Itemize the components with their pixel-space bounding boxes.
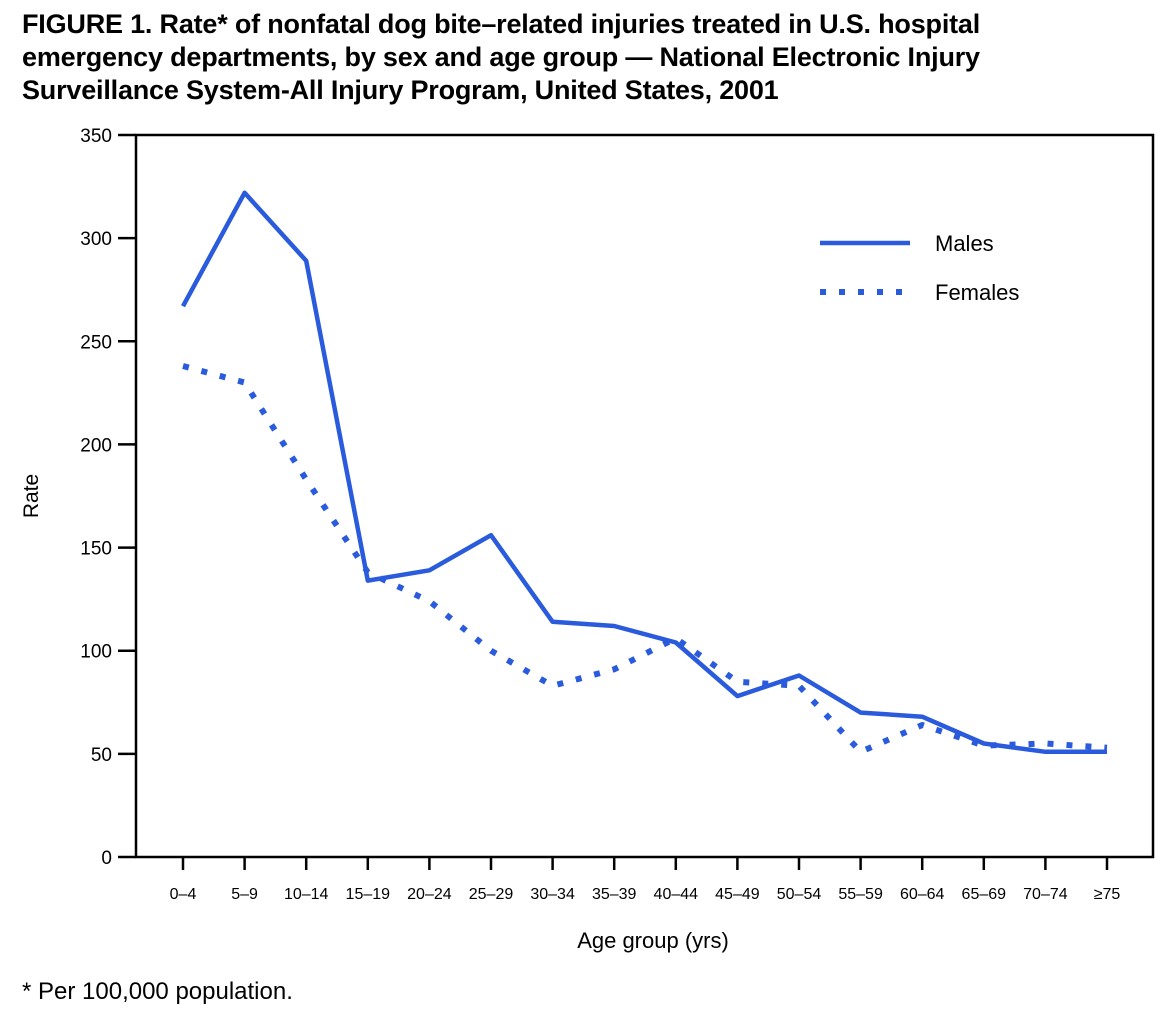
x-tick-label: 40–44 bbox=[654, 886, 699, 903]
x-tick-label: 60–64 bbox=[900, 886, 945, 903]
plot-frame bbox=[134, 133, 1155, 859]
x-tick-label: 0–4 bbox=[170, 886, 197, 903]
chart-title-line-2: emergency departments, by sex and age gr… bbox=[22, 42, 980, 72]
legend-label-males: Males bbox=[935, 231, 994, 256]
x-tick-label: 55–59 bbox=[838, 886, 883, 903]
x-tick-label: 70–74 bbox=[1023, 886, 1068, 903]
x-tick-label: 15–19 bbox=[346, 886, 391, 903]
y-tick-label: 250 bbox=[80, 332, 112, 353]
x-tick-label: 35–39 bbox=[592, 886, 637, 903]
x-tick-label: 50–54 bbox=[777, 886, 822, 903]
series-line-females bbox=[182, 363, 1108, 755]
x-tick-label: 10–14 bbox=[284, 886, 329, 903]
x-tick-label: ≥75 bbox=[1094, 886, 1121, 903]
y-tick-label: 100 bbox=[80, 642, 112, 663]
x-tick-label: 20–24 bbox=[407, 886, 452, 903]
y-tick-label: 200 bbox=[80, 435, 112, 456]
x-tick-label: 5–9 bbox=[231, 886, 258, 903]
y-tick-label: 50 bbox=[91, 745, 112, 766]
chart-title: FIGURE 1. Rate* of nonfatal dog bite–rel… bbox=[22, 8, 1152, 107]
x-tick-label: 65–69 bbox=[962, 886, 1007, 903]
legend-label-females: Females bbox=[935, 280, 1019, 305]
y-tick-label: 350 bbox=[80, 126, 112, 147]
y-tick-label: 300 bbox=[80, 229, 112, 250]
chart-title-line-3: Surveillance System-All Injury Program, … bbox=[22, 75, 779, 105]
chart-title-line-1: FIGURE 1. Rate* of nonfatal dog bite–rel… bbox=[22, 9, 981, 39]
x-tick-label: 45–49 bbox=[715, 886, 760, 903]
footnote: * Per 100,000 population. bbox=[22, 978, 293, 1005]
y-axis-label: Rate bbox=[20, 474, 43, 518]
x-tick-label: 30–34 bbox=[530, 886, 575, 903]
x-axis-label: Age group (yrs) bbox=[577, 928, 729, 953]
y-tick-label: 0 bbox=[101, 848, 112, 869]
series-line-males bbox=[181, 190, 1107, 755]
y-tick-label: 150 bbox=[80, 539, 112, 560]
x-tick-label: 25–29 bbox=[469, 886, 514, 903]
